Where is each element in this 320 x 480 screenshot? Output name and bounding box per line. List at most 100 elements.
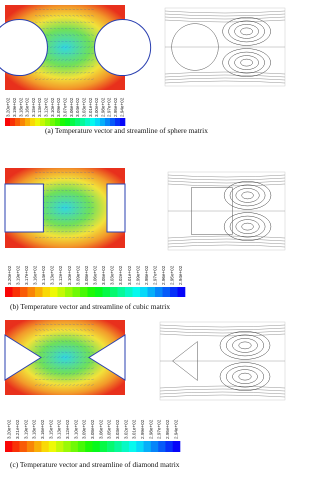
streamline	[167, 235, 286, 239]
vector	[83, 373, 87, 375]
vector	[38, 378, 42, 381]
vector	[42, 346, 46, 348]
vector	[49, 8, 53, 10]
vector	[83, 213, 87, 215]
colorbar-label: 3.10e+02	[73, 419, 78, 439]
vector	[61, 201, 64, 203]
vector	[46, 195, 49, 197]
vector	[68, 329, 72, 331]
vector	[49, 346, 53, 348]
vector	[64, 201, 68, 203]
colorbar-segment	[114, 441, 122, 452]
vector	[57, 8, 61, 10]
colorbar-label: 2.94e+02	[119, 97, 124, 117]
vortex	[232, 369, 258, 384]
vector	[76, 28, 79, 30]
vector	[34, 329, 38, 331]
vector	[64, 28, 68, 30]
vector	[64, 225, 68, 227]
streamline	[167, 183, 286, 187]
diamond-outline	[172, 340, 198, 382]
vector	[49, 52, 53, 55]
vector	[49, 21, 53, 23]
vector	[61, 177, 64, 179]
colorbar-segment	[30, 118, 36, 126]
colorbar-label: 2.95e+02	[170, 265, 175, 285]
vector	[68, 378, 72, 381]
vector	[34, 384, 38, 386]
vector	[79, 52, 83, 55]
colorbar-segment	[155, 287, 163, 297]
vector	[79, 378, 83, 381]
vector	[87, 52, 91, 55]
vector	[83, 72, 87, 74]
colorbar-segment	[35, 287, 43, 297]
vector	[79, 384, 83, 386]
vector	[72, 195, 76, 197]
vector	[42, 171, 46, 173]
colorbar-label: 3.19e+02	[23, 419, 28, 439]
vector	[79, 351, 83, 353]
vector	[76, 15, 79, 17]
streamline	[167, 238, 286, 242]
colorbar-label: 3.13e+02	[50, 265, 55, 285]
streamline	[167, 180, 286, 184]
vector	[49, 195, 53, 197]
vector	[46, 189, 49, 191]
vector	[64, 171, 68, 173]
vector	[46, 329, 49, 331]
streamline	[159, 388, 286, 392]
panel: 3.20e+02 3.21e+02 3.19e+02 3.18e+02 3.16e+02…	[4, 320, 286, 469]
vector	[34, 340, 38, 342]
vector	[76, 40, 79, 43]
vector	[46, 21, 49, 23]
colorbar-label: 3.16e+02	[33, 265, 38, 285]
vector	[72, 59, 76, 61]
vector	[53, 378, 57, 381]
colorbar-label: 3.17e+02	[24, 265, 29, 285]
colorbar-segment	[34, 441, 42, 452]
colorbar-label: 3.07e+02	[63, 97, 68, 117]
streamline	[164, 77, 286, 81]
colorbar-segment	[57, 287, 66, 297]
vector	[53, 189, 57, 191]
colorbar-segment	[80, 287, 88, 297]
vector	[61, 219, 64, 221]
colorbar-label: 2.95e+02	[165, 419, 170, 439]
vector	[87, 351, 91, 353]
vector	[91, 78, 94, 80]
vector	[57, 351, 61, 353]
vector	[38, 15, 42, 17]
vector	[76, 59, 79, 61]
vector	[38, 340, 42, 342]
vector	[91, 183, 94, 185]
colorbar-segment	[60, 118, 66, 126]
vector	[68, 40, 72, 43]
vector	[87, 40, 91, 43]
vector	[83, 351, 87, 353]
streamline	[167, 241, 286, 245]
vector	[61, 52, 64, 55]
vortex	[222, 48, 271, 77]
vector	[46, 219, 49, 221]
colorbar-label: 3.12e+02	[58, 265, 63, 285]
colorbar-segment	[92, 441, 101, 452]
vector	[91, 384, 94, 386]
vector	[53, 346, 57, 348]
vector	[42, 72, 46, 74]
vector	[64, 65, 68, 67]
vector	[68, 177, 72, 179]
vector	[76, 340, 79, 342]
vector	[57, 34, 61, 36]
vector	[91, 351, 94, 353]
vector	[91, 334, 94, 337]
vector	[61, 34, 64, 36]
vector	[53, 195, 57, 197]
vector	[53, 65, 57, 67]
vector	[57, 225, 61, 227]
streamline	[164, 16, 286, 20]
vector	[46, 340, 49, 342]
vector	[49, 219, 53, 221]
vector	[83, 334, 87, 337]
vector	[91, 65, 94, 67]
